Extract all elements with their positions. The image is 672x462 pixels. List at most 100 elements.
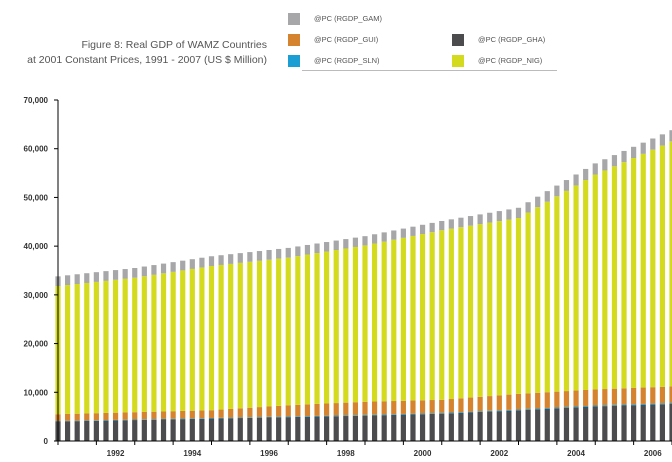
bar-segment-gha: [400, 414, 406, 441]
bar-segment-nig: [487, 222, 493, 397]
bar-segment-nig: [295, 256, 301, 405]
bar-segment-gam: [74, 274, 80, 284]
bar-segment-gha: [650, 404, 656, 441]
bar-segment-gui: [64, 413, 71, 421]
bar-segment-nig: [74, 284, 80, 414]
bar-segment-gui: [141, 411, 147, 420]
bar-segment-gam: [563, 180, 570, 191]
bar-segment-sln: [352, 415, 359, 416]
bar-segment-gha: [621, 405, 627, 441]
y-tick-label: 50,000: [24, 193, 49, 202]
bar-segment-gui: [487, 396, 493, 411]
bar-segment-nig: [410, 235, 416, 401]
bar-segment-gui: [276, 405, 282, 417]
bar-segment-gha: [247, 417, 253, 441]
bar-segment-nig: [371, 243, 378, 402]
bar-segment-nig: [151, 274, 157, 412]
bar-segment-gam: [352, 237, 359, 247]
bar-segment-gui: [669, 386, 672, 403]
bar-segment-gha: [180, 419, 186, 441]
y-tick-label: 70,000: [24, 96, 49, 105]
bar-segment-gui: [84, 413, 90, 421]
bar-segment-gui: [563, 391, 570, 407]
bar-segment-gha: [208, 418, 215, 441]
bar-segment-gam: [429, 222, 435, 233]
bar-segment-gha: [669, 403, 672, 441]
bar-segment-sln: [554, 407, 560, 409]
bar-segment-sln: [112, 419, 119, 421]
bar-segment-gui: [419, 400, 426, 414]
bar-segment-sln: [487, 410, 493, 412]
bar-segment-nig: [535, 207, 541, 393]
x-tick-label: 1998: [337, 449, 355, 458]
chart-axes: 0 10,000 20,000 30,000 40,000 50,000 60,000 70,…: [24, 96, 672, 458]
bar-segment-sln: [631, 404, 637, 406]
bar-segment-nig: [400, 237, 406, 401]
bar-segment-gui: [160, 411, 167, 419]
bar-segment-gha: [640, 404, 646, 441]
bar-segment-nig: [659, 145, 666, 387]
bar-segment-gui: [74, 413, 80, 421]
x-tick-label: 1994: [183, 449, 201, 458]
bar-segment-gui: [429, 400, 435, 414]
legend-label-nig: @PC (RGDP_NIG): [478, 56, 543, 65]
y-tick-label: 60,000: [24, 145, 49, 154]
legend-label-sln: @PC (RGDP_SLN): [314, 56, 380, 65]
bar-segment-nig: [84, 282, 90, 414]
bar-segment-gha: [160, 419, 167, 441]
bar-segment-gha: [544, 408, 550, 441]
bar-segment-nig: [563, 190, 570, 392]
bar-segment-gam: [611, 155, 618, 167]
bar-segment-gam: [525, 202, 531, 213]
legend-swatch-gui: [288, 34, 300, 46]
bar-segment-nig: [112, 279, 119, 413]
bar-segment-gha: [496, 411, 502, 441]
bar-segment-nig: [621, 162, 627, 389]
bar-segment-gha: [611, 405, 618, 441]
legend-swatch-nig: [452, 55, 464, 67]
bar-segment-gui: [515, 393, 522, 410]
bar-segment-gam: [304, 244, 311, 255]
bar-segment-gha: [237, 418, 243, 441]
bar-segment-nig: [276, 258, 282, 406]
bar-segment-nig: [208, 265, 215, 411]
bar-segment-sln: [362, 414, 368, 416]
bar-segment-gha: [112, 420, 119, 441]
x-tick-label: 2002: [490, 449, 508, 458]
bar-segment-gui: [573, 390, 579, 407]
bar-segment-sln: [285, 416, 291, 418]
bar-segment-gui: [189, 410, 195, 419]
bar-segment-nig: [93, 281, 99, 414]
bar-segment-nig: [218, 264, 224, 410]
bar-segment-gam: [93, 272, 99, 282]
bar-segment-gha: [515, 410, 522, 441]
bar-segment-nig: [496, 221, 502, 396]
bar-segment-gam: [285, 247, 291, 258]
bar-segment-gui: [611, 388, 618, 405]
bar-segment-sln: [458, 412, 464, 413]
bar-segment-sln: [208, 417, 215, 419]
bar-segment-gha: [410, 414, 416, 441]
bar-segment-nig: [103, 280, 109, 413]
bar-segment-gha: [448, 413, 454, 441]
bar-segment-sln: [467, 411, 474, 413]
bar-segment-sln: [103, 420, 109, 421]
chart-title-line-1: Figure 8: Real GDP of WAMZ Countries: [81, 39, 267, 51]
bar-segment-gam: [160, 263, 167, 274]
bar-segment-gam: [487, 212, 493, 223]
bar-segment-gui: [151, 411, 157, 420]
bar-segment-gam: [583, 168, 589, 181]
bar-segment-gam: [439, 220, 445, 231]
bar-segment-gha: [343, 416, 349, 441]
bar-segment-sln: [74, 420, 80, 422]
bar-segment-gha: [506, 410, 512, 441]
bar-segment-gha: [381, 415, 387, 441]
bar-segment-gha: [458, 412, 464, 441]
bar-segment-nig: [631, 158, 637, 388]
bar-segment-gam: [506, 209, 512, 220]
bar-segment-gam: [544, 191, 550, 202]
legend-label-gam: @PC (RGDP_GAM): [314, 14, 383, 23]
bar-segment-gam: [659, 134, 666, 146]
bar-segment-sln: [266, 416, 272, 418]
bar-segment-nig: [141, 276, 147, 412]
